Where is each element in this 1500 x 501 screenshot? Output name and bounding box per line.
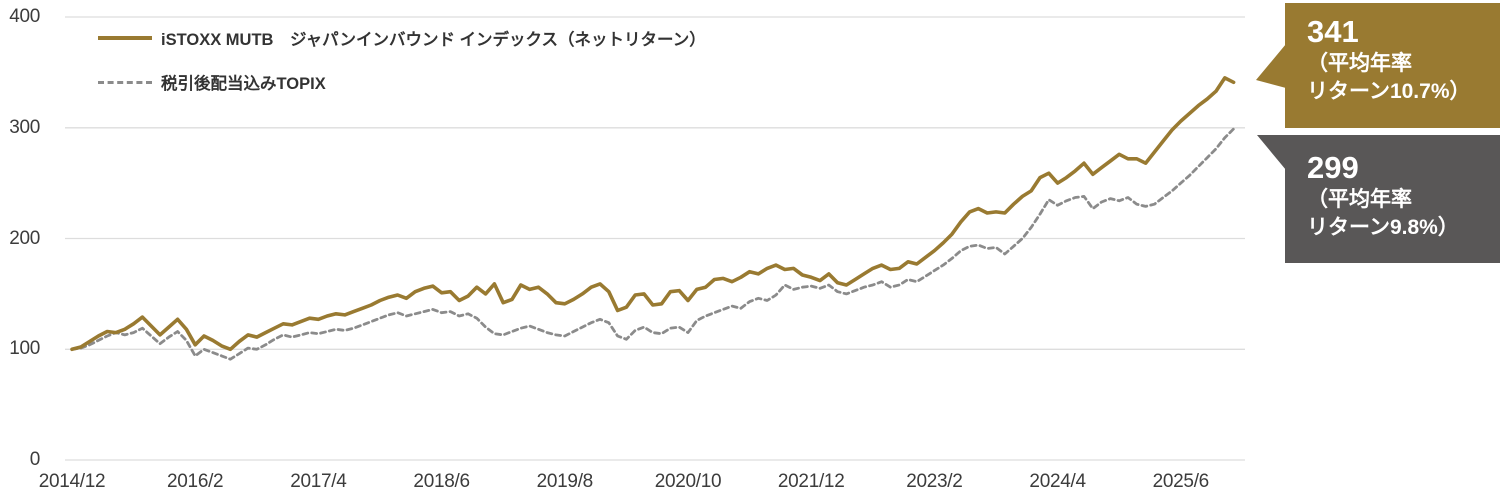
x-axis-tick-label: 2018/6 [413,471,470,492]
callout-topix-end-value: 299 （平均年率 リターン9.8%） [1285,135,1500,263]
x-axis-tick-label: 2016/2 [167,471,224,492]
callout-subtext-line2: リターン10.7%） [1307,80,1471,103]
callout-tail-istoxx [1256,44,1286,88]
line-istoxx-inbound-index [70,76,1236,352]
y-axis-tick-label: 200 [9,227,40,249]
callout-value: 341 [1307,14,1359,49]
callout-istoxx-end-value: 341 （平均年率 リターン10.7%） [1285,3,1500,128]
x-axis-tick-label: 2014/12 [38,471,106,492]
legend-label: 税引後配当込みTOPIX [161,75,326,93]
legend-item-istoxx-inbound-index: iSTOXX MUTB ジャパンインバウンド インデックス（ネットリターン） [98,26,706,50]
legend: iSTOXX MUTB ジャパンインバウンド インデックス（ネットリターン） 税… [98,26,706,114]
callout-tail-topix [1257,135,1286,170]
legend-item-topix: 税引後配当込みTOPIX [98,70,706,94]
x-axis-tick-label: 2025/6 [1152,471,1210,492]
y-axis-tick-label: 0 [29,449,41,470]
callout-subtext-line1: （平均年率 [1307,188,1412,211]
line-topix [70,127,1235,361]
x-axis-tick-label: 2019/8 [536,471,594,492]
x-axis-tick-label: 2020/10 [654,471,722,492]
x-axis-tick-label: 2024/4 [1029,471,1086,492]
y-axis-tick-label: 300 [9,116,40,138]
callout-value: 299 [1307,150,1359,185]
y-axis-tick-label: 400 [9,6,40,27]
legend-label: iSTOXX MUTB ジャパンインバウンド インデックス（ネットリターン） [161,31,706,49]
callout-subtext-line1: （平均年率 [1307,52,1412,75]
callout-subtext-line2: リターン9.8%） [1307,216,1459,239]
y-axis-tick-label: 100 [9,338,40,360]
gridlines [65,16,1245,461]
dashed-line-swatch-icon [98,80,152,84]
x-axis-tick-label: 2017/4 [290,471,347,492]
x-axis-tick-label: 2023/2 [906,471,963,492]
solid-line-swatch-icon [98,36,152,40]
x-axis-tick-label: 2021/12 [777,471,845,492]
